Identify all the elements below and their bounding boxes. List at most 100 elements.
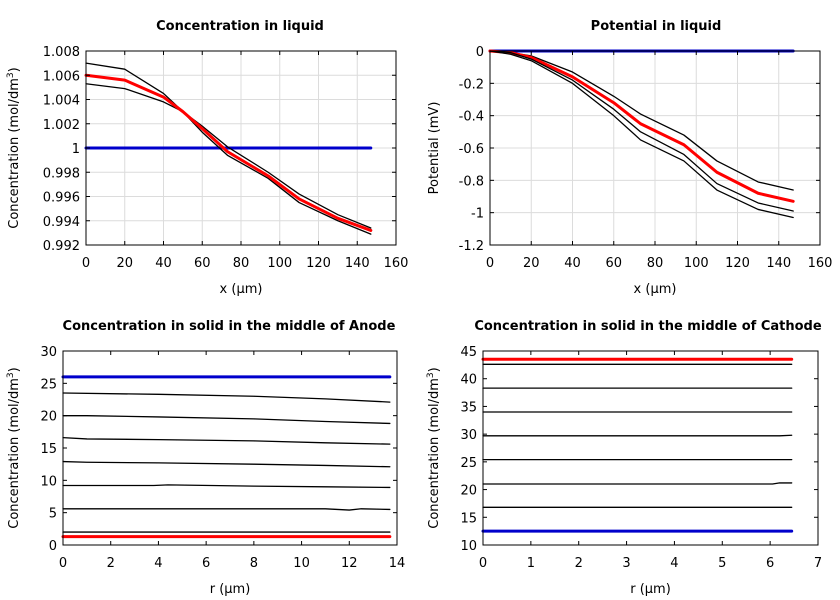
y-tick-label: -1.2 — [459, 239, 484, 254]
y-axis-label-main: Concentration (mol/dm — [7, 378, 22, 529]
x-tick-label: 140 — [766, 256, 791, 271]
x-tick-label: 120 — [306, 256, 331, 271]
y-axis-label-end: ) — [7, 67, 22, 72]
x-tick-label: 80 — [647, 256, 664, 271]
x-tick-label: 12 — [341, 556, 358, 571]
x-tick-label: 6 — [766, 556, 774, 571]
y-axis-label: Potential (mV) — [427, 102, 442, 195]
y-tick-label: 1.008 — [43, 45, 80, 60]
series-line-intermediate — [62, 437, 391, 445]
series-line-intermediate — [62, 508, 391, 511]
series-line-final — [84, 73, 373, 232]
x-tick-label: 60 — [605, 256, 622, 271]
y-tick-label: 1 — [72, 142, 80, 157]
grid — [489, 50, 821, 246]
y-tick-label: 35 — [460, 400, 477, 415]
x-tick-label: 100 — [267, 256, 292, 271]
y-tick-label: 10 — [40, 474, 57, 489]
y-tick-label: 1.004 — [43, 94, 80, 109]
x-axis-label: r (µm) — [210, 582, 251, 597]
y-tick-label: 5 — [49, 507, 57, 522]
ticks: 0 2 4 6 8 10 12 14 0 5 10 15 20 25 30 — [40, 345, 405, 571]
y-tick-label: 0.992 — [43, 239, 80, 254]
y-tick-label: 30 — [460, 428, 477, 443]
y-tick-label: -0.2 — [459, 77, 484, 92]
ticks: 0 20 40 60 80 100 120 140 160 0.992 0.994 0.996 0.99… — [43, 45, 409, 271]
x-tick-label: 0 — [82, 256, 90, 271]
series-line-intermediate — [482, 434, 793, 437]
plot-frame — [62, 350, 398, 546]
chart-title: Concentration in liquid — [156, 19, 324, 34]
y-axis-label-sup: 3 — [6, 72, 16, 78]
x-tick-label: 60 — [194, 256, 211, 271]
x-tick-label: 160 — [808, 256, 833, 271]
y-tick-label: -1 — [471, 207, 484, 222]
x-tick-label: 1 — [527, 556, 535, 571]
series-line-intermediate — [482, 482, 793, 485]
y-tick-label: 20 — [40, 410, 57, 425]
x-tick-label: 40 — [155, 256, 172, 271]
y-tick-label: 30 — [40, 345, 57, 360]
y-axis-label: Concentration (mol/dm3) — [6, 67, 22, 229]
x-tick-label: 0 — [59, 556, 67, 571]
x-axis-label: x (µm) — [634, 282, 677, 297]
y-axis-label-main: Concentration (mol/dm — [7, 78, 22, 229]
series-line-intermediate — [489, 50, 794, 191]
x-tick-label: 4 — [670, 556, 678, 571]
x-tick-label: 5 — [718, 556, 726, 571]
series-line-intermediate — [62, 484, 391, 489]
x-tick-label: 8 — [250, 556, 258, 571]
x-tick-label: 20 — [523, 256, 540, 271]
x-tick-label: 100 — [684, 256, 709, 271]
x-tick-label: 80 — [233, 256, 250, 271]
series-group — [61, 375, 392, 539]
y-axis-label-end: ) — [7, 367, 22, 372]
series-line-intermediate — [85, 83, 372, 229]
series-line-final — [488, 49, 795, 203]
x-tick-label: 7 — [814, 556, 822, 571]
x-tick-label: 14 — [389, 556, 406, 571]
x-tick-label: 0 — [486, 256, 494, 271]
plot-frame — [482, 350, 819, 546]
y-tick-label: 1.006 — [43, 69, 80, 84]
x-tick-label: 3 — [622, 556, 630, 571]
y-tick-label: 0 — [476, 45, 484, 60]
x-tick-label: 0 — [479, 556, 487, 571]
y-tick-label: 15 — [460, 511, 477, 526]
series-line-intermediate — [62, 460, 391, 468]
y-axis-label-end: ) — [427, 367, 442, 372]
series-line-intermediate — [489, 50, 794, 219]
y-tick-label: 1.002 — [43, 118, 80, 133]
x-tick-label: 4 — [154, 556, 162, 571]
y-tick-label: 25 — [40, 377, 57, 392]
x-tick-label: 2 — [575, 556, 583, 571]
y-tick-label: 15 — [40, 442, 57, 457]
y-tick-label: 0 — [49, 539, 57, 554]
x-axis-label: x (µm) — [220, 282, 263, 297]
y-axis-label-main: Concentration (mol/dm — [427, 378, 442, 529]
y-tick-label: -0.6 — [459, 142, 484, 157]
chart-title: Potential in liquid — [591, 19, 722, 34]
y-axis-label-sup: 3 — [6, 372, 16, 378]
x-tick-label: 10 — [293, 556, 310, 571]
y-tick-label: 20 — [460, 484, 477, 499]
y-tick-label: 0.998 — [43, 166, 80, 181]
series-line-intermediate — [62, 415, 391, 425]
x-tick-label: 2 — [107, 556, 115, 571]
chart-1: 0 20 40 60 80 100 120 140 160 0.992 0.994 0.996 0.99… — [6, 19, 408, 297]
chart-title: Concentration in solid in the middle of … — [474, 319, 822, 334]
x-tick-label: 140 — [345, 256, 370, 271]
y-tick-label: 10 — [460, 539, 477, 554]
x-tick-label: 6 — [202, 556, 210, 571]
series-group — [488, 49, 795, 219]
y-tick-label: 40 — [460, 373, 477, 388]
y-tick-label: 45 — [460, 345, 477, 360]
series-line-intermediate — [489, 50, 794, 212]
x-tick-label: 120 — [725, 256, 750, 271]
chart-title: Concentration in solid in the middle of … — [63, 319, 396, 334]
y-tick-label: 0.994 — [43, 215, 80, 230]
y-axis-label: Concentration (mol/dm3) — [426, 367, 442, 529]
